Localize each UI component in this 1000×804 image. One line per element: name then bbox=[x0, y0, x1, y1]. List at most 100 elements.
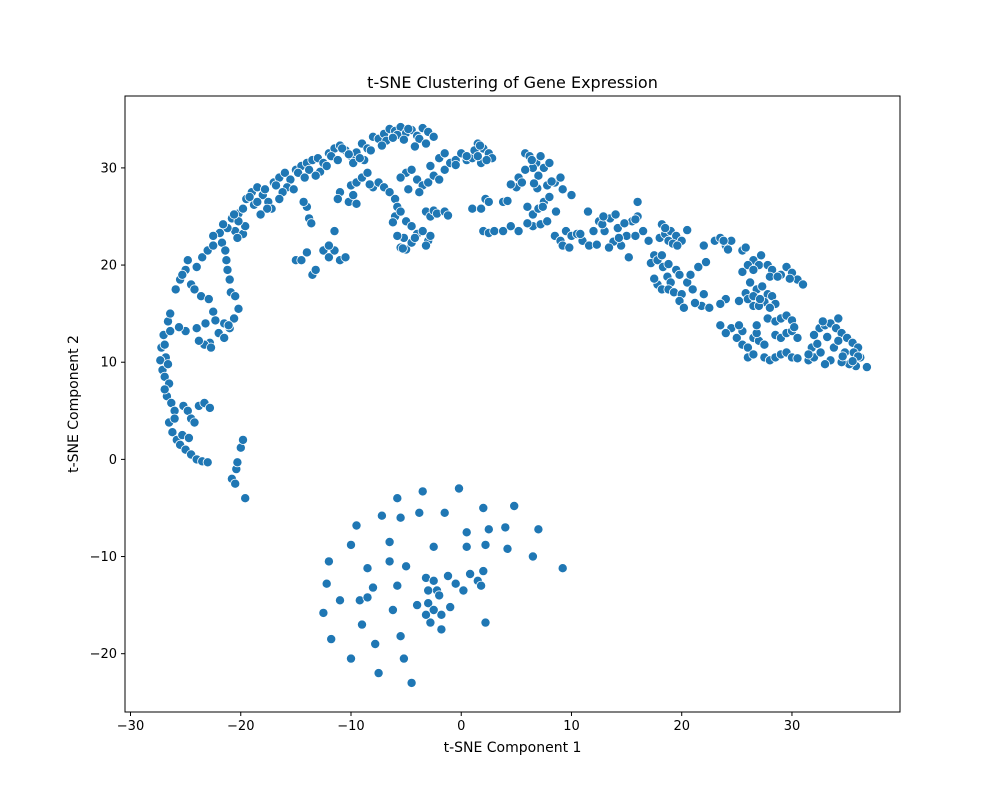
data-point bbox=[167, 427, 178, 438]
data-point bbox=[450, 578, 461, 589]
data-point bbox=[502, 195, 513, 206]
y-axis-ticks: −20 −10 0 10 20 30 bbox=[90, 161, 125, 662]
data-point bbox=[690, 297, 701, 308]
y-tick-label: 30 bbox=[100, 161, 117, 176]
data-point bbox=[337, 143, 348, 154]
data-point bbox=[476, 580, 487, 591]
data-point bbox=[861, 362, 872, 373]
data-point bbox=[478, 566, 489, 577]
data-point bbox=[229, 209, 240, 220]
data-point bbox=[604, 242, 615, 253]
data-point bbox=[751, 320, 762, 331]
data-point bbox=[678, 302, 689, 313]
data-point bbox=[546, 176, 557, 187]
data-point bbox=[318, 607, 329, 618]
data-point bbox=[428, 575, 439, 586]
data-point bbox=[387, 605, 398, 616]
y-tick-label: −10 bbox=[90, 550, 117, 565]
data-point bbox=[575, 228, 586, 239]
data-point bbox=[555, 172, 566, 183]
x-tick-label: −20 bbox=[227, 719, 254, 734]
y-axis-label: t-SNE Component 2 bbox=[66, 335, 82, 473]
data-point bbox=[334, 595, 345, 606]
data-point bbox=[229, 313, 240, 324]
data-point bbox=[588, 226, 599, 237]
data-point bbox=[406, 221, 417, 232]
data-point bbox=[450, 159, 461, 170]
data-point bbox=[630, 230, 641, 241]
data-point bbox=[674, 269, 685, 280]
data-point bbox=[698, 240, 709, 251]
data-point bbox=[428, 605, 439, 616]
data-point bbox=[500, 522, 511, 533]
data-point bbox=[310, 264, 321, 275]
data-point bbox=[566, 190, 577, 201]
data-point bbox=[715, 298, 726, 309]
data-point bbox=[505, 221, 516, 232]
data-point bbox=[204, 402, 215, 413]
data-point bbox=[301, 247, 312, 258]
data-point bbox=[643, 235, 654, 246]
data-point bbox=[731, 332, 742, 343]
data-point bbox=[533, 170, 544, 181]
data-point bbox=[351, 198, 362, 209]
data-point bbox=[370, 639, 381, 650]
data-point bbox=[591, 239, 602, 250]
data-point bbox=[425, 617, 436, 628]
data-point bbox=[310, 170, 321, 181]
data-point bbox=[182, 255, 193, 266]
data-point bbox=[425, 230, 436, 241]
data-point bbox=[223, 320, 234, 331]
data-point bbox=[202, 457, 213, 468]
data-point bbox=[748, 264, 759, 275]
data-point bbox=[387, 132, 398, 143]
data-point bbox=[237, 434, 248, 445]
data-point bbox=[660, 223, 671, 234]
data-point bbox=[299, 172, 310, 183]
data-point bbox=[682, 225, 693, 236]
data-point bbox=[362, 592, 373, 603]
data-point bbox=[345, 653, 356, 664]
data-point bbox=[809, 329, 820, 340]
data-point bbox=[533, 524, 544, 535]
data-point bbox=[232, 457, 243, 468]
data-point bbox=[259, 184, 270, 195]
data-point bbox=[304, 164, 315, 175]
data-point bbox=[704, 302, 715, 313]
data-point bbox=[403, 184, 414, 195]
data-point bbox=[230, 291, 241, 302]
data-point bbox=[439, 148, 450, 159]
data-point bbox=[474, 140, 485, 151]
data-point bbox=[505, 179, 516, 190]
data-point bbox=[812, 338, 823, 349]
data-point bbox=[306, 218, 317, 229]
data-point bbox=[392, 230, 403, 241]
data-point bbox=[630, 214, 641, 225]
data-point bbox=[526, 155, 537, 166]
data-point bbox=[434, 174, 445, 185]
x-tick-label: 10 bbox=[563, 719, 580, 734]
data-point bbox=[740, 242, 751, 253]
data-point bbox=[274, 193, 285, 204]
data-point bbox=[397, 243, 408, 254]
data-point bbox=[822, 331, 833, 342]
data-point bbox=[632, 196, 643, 207]
data-point bbox=[340, 252, 351, 263]
data-point bbox=[423, 177, 434, 188]
data-point bbox=[200, 318, 211, 329]
data-point bbox=[542, 216, 553, 227]
data-point bbox=[162, 359, 173, 370]
data-point bbox=[701, 257, 712, 268]
data-point bbox=[465, 569, 476, 580]
data-point bbox=[159, 384, 170, 395]
data-point bbox=[583, 206, 594, 217]
data-point bbox=[756, 250, 767, 261]
x-tick-label: 30 bbox=[784, 719, 801, 734]
data-point bbox=[323, 556, 334, 567]
data-point bbox=[423, 598, 434, 609]
data-point bbox=[434, 590, 445, 601]
data-point bbox=[833, 335, 844, 346]
data-point bbox=[734, 295, 745, 306]
